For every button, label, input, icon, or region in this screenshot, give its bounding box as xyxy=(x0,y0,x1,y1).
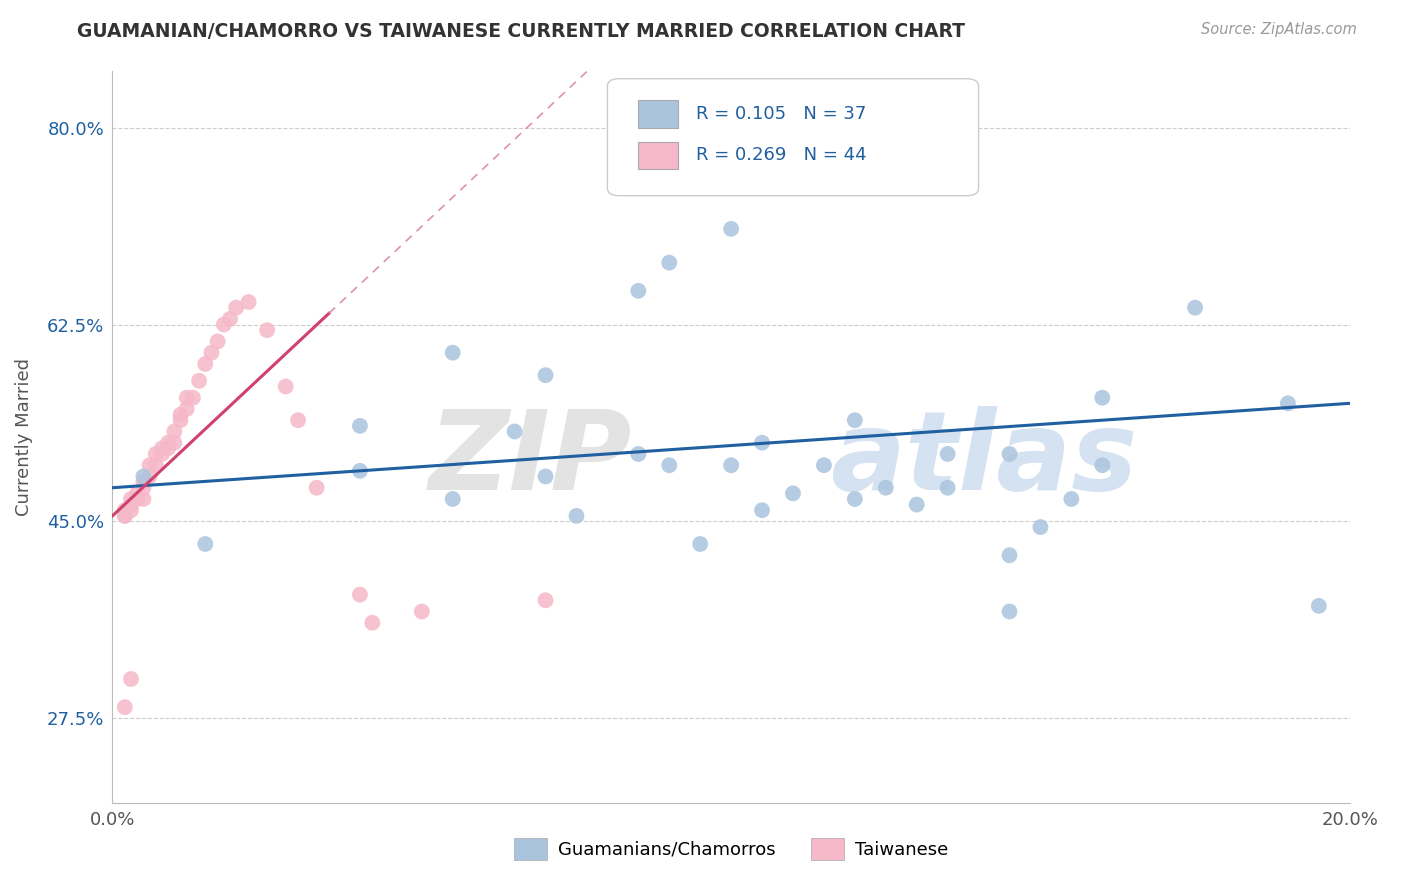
Point xyxy=(349,588,371,602)
Point xyxy=(1060,491,1083,506)
Point xyxy=(138,469,160,483)
Point xyxy=(256,323,278,337)
Text: R = 0.105   N = 37: R = 0.105 N = 37 xyxy=(696,104,868,123)
Point xyxy=(503,425,526,439)
Point xyxy=(207,334,229,349)
Point xyxy=(534,368,557,383)
Point xyxy=(120,503,142,517)
Point xyxy=(1184,301,1206,315)
Point xyxy=(145,447,167,461)
Point xyxy=(305,481,328,495)
Point xyxy=(114,700,136,714)
Point xyxy=(875,481,897,495)
Point xyxy=(176,401,198,416)
Point xyxy=(1277,396,1299,410)
Point xyxy=(176,391,198,405)
Point xyxy=(150,447,173,461)
Point xyxy=(905,498,928,512)
Point xyxy=(200,345,222,359)
Point xyxy=(782,486,804,500)
Point xyxy=(844,413,866,427)
Point xyxy=(936,481,959,495)
Point xyxy=(114,503,136,517)
Point xyxy=(132,491,155,506)
FancyBboxPatch shape xyxy=(638,142,678,169)
Point xyxy=(565,508,588,523)
Point xyxy=(534,469,557,483)
Point xyxy=(219,312,242,326)
Text: Source: ZipAtlas.com: Source: ZipAtlas.com xyxy=(1201,22,1357,37)
Point xyxy=(441,345,464,359)
Point xyxy=(658,255,681,269)
Point xyxy=(1091,391,1114,405)
Point xyxy=(274,379,297,393)
Point xyxy=(145,458,167,473)
Text: ZIP: ZIP xyxy=(429,406,633,513)
Point xyxy=(238,295,260,310)
Point xyxy=(349,464,371,478)
Point xyxy=(127,491,149,506)
Point xyxy=(157,435,180,450)
Legend: Guamanians/Chamorros, Taiwanese: Guamanians/Chamorros, Taiwanese xyxy=(508,830,955,867)
Point xyxy=(844,491,866,506)
Point xyxy=(114,508,136,523)
Text: atlas: atlas xyxy=(830,406,1137,513)
Point xyxy=(627,447,650,461)
Point xyxy=(658,458,681,473)
Point xyxy=(720,222,742,236)
Point xyxy=(169,413,191,427)
Point xyxy=(132,475,155,489)
Point xyxy=(120,498,142,512)
Point xyxy=(181,391,204,405)
Point xyxy=(127,486,149,500)
Point xyxy=(150,442,173,456)
Point xyxy=(751,435,773,450)
Point xyxy=(998,447,1021,461)
Point xyxy=(163,435,186,450)
Point xyxy=(212,318,235,332)
Point xyxy=(1091,458,1114,473)
Point xyxy=(998,605,1021,619)
Point xyxy=(813,458,835,473)
Point xyxy=(163,425,186,439)
Point xyxy=(534,593,557,607)
Y-axis label: Currently Married: Currently Married xyxy=(15,358,32,516)
Point xyxy=(751,503,773,517)
Point xyxy=(132,469,155,483)
Point xyxy=(689,537,711,551)
Point xyxy=(627,284,650,298)
Text: GUAMANIAN/CHAMORRO VS TAIWANESE CURRENTLY MARRIED CORRELATION CHART: GUAMANIAN/CHAMORRO VS TAIWANESE CURRENTL… xyxy=(77,22,966,41)
Point xyxy=(361,615,384,630)
Point xyxy=(120,672,142,686)
Text: R = 0.269   N = 44: R = 0.269 N = 44 xyxy=(696,146,868,164)
Point xyxy=(194,357,217,371)
Point xyxy=(194,537,217,551)
Point xyxy=(936,447,959,461)
Point xyxy=(225,301,247,315)
Point xyxy=(287,413,309,427)
Point xyxy=(132,481,155,495)
Point xyxy=(349,418,371,433)
FancyBboxPatch shape xyxy=(638,100,678,128)
Point xyxy=(169,408,191,422)
FancyBboxPatch shape xyxy=(607,78,979,195)
Point xyxy=(720,458,742,473)
Point xyxy=(411,605,433,619)
Point xyxy=(188,374,211,388)
Point xyxy=(1308,599,1330,613)
Point xyxy=(157,442,180,456)
Point xyxy=(114,508,136,523)
Point xyxy=(138,458,160,473)
Point xyxy=(120,491,142,506)
Point xyxy=(441,491,464,506)
Point xyxy=(1029,520,1052,534)
Point xyxy=(998,548,1021,562)
